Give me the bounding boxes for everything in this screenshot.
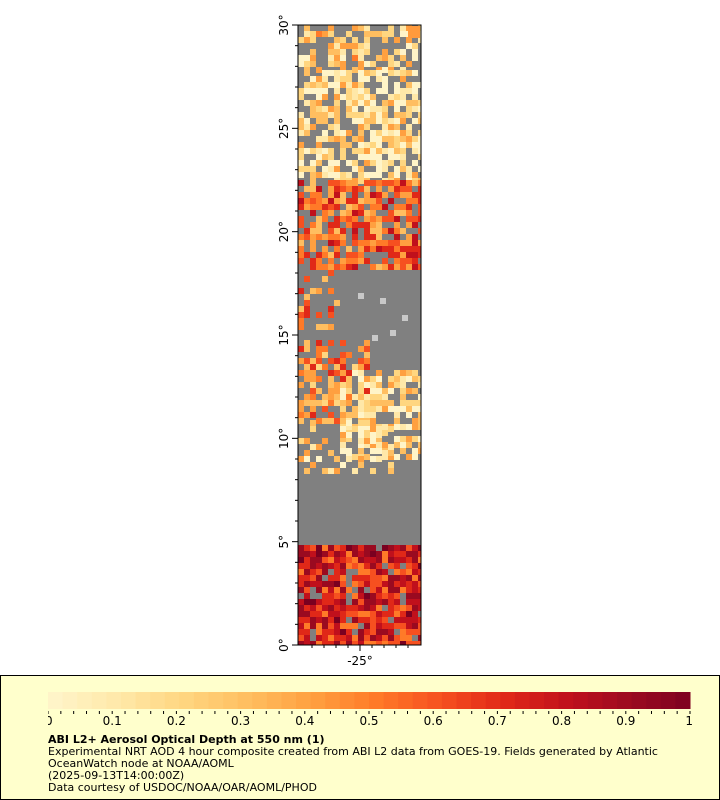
aod-map <box>298 25 421 645</box>
colorbar-tick-label: 1 <box>685 714 693 728</box>
lat-tick-label: 15° <box>277 324 291 345</box>
colorbar-swatch <box>558 692 574 709</box>
lat-tick-label: 5° <box>277 535 291 549</box>
colorbar-swatch <box>310 692 326 709</box>
colorbar-swatch <box>660 692 676 709</box>
colorbar-tick-label: 0.6 <box>424 714 443 728</box>
lat-tick-label: 10° <box>277 428 291 449</box>
colorbar-swatch <box>427 692 443 709</box>
light-patch <box>390 330 396 336</box>
colorbar-swatch <box>135 692 151 709</box>
colorbar-swatch <box>529 692 545 709</box>
colorbar-tick-label: 0 <box>48 714 53 728</box>
legend-panel: 0 0.1 0.2 0.3 0.4 0.5 0.6 0.7 0.8 0.9 1 ABI L2+ Ae… <box>0 675 720 800</box>
colorbar-swatch <box>398 692 414 709</box>
colorbar-swatch <box>471 692 487 709</box>
colorbar-swatch <box>617 692 633 709</box>
latitude-axis: 0° 5° 10° 15° 20° 25° 30° <box>277 14 298 652</box>
colorbar-swatch <box>91 692 107 709</box>
map-figure: 0° 5° 10° 15° 20° 25° 30° -25° <box>277 14 422 668</box>
corner-patch <box>408 26 420 38</box>
colorbar-swatch <box>281 692 297 709</box>
lat-tick-label: 0° <box>277 638 291 652</box>
colorbar-swatch <box>500 692 516 709</box>
colorbar-swatch <box>252 692 268 709</box>
colorbar-swatch <box>456 692 472 709</box>
colorbar-swatch <box>485 692 501 709</box>
colorbar-swatch <box>62 692 78 709</box>
colorbar-swatch <box>675 692 691 709</box>
colorbar-swatch <box>179 692 195 709</box>
colorbar-tick-label: 0.3 <box>231 714 250 728</box>
lat-tick-label: 25° <box>277 118 291 139</box>
colorbar-tick-label: 0.7 <box>488 714 507 728</box>
colorbar-swatch <box>266 692 282 709</box>
colorbar-swatch <box>164 692 180 709</box>
caption-title: ABI L2+ Aerosol Optical Depth at 550 nm … <box>48 733 325 746</box>
colorbar-tick-label: 0.1 <box>103 714 122 728</box>
colorbar-swatch <box>150 692 166 709</box>
lat-tick-label: 20° <box>277 221 291 242</box>
colorbar-swatch <box>48 692 64 709</box>
colorbar-swatch <box>544 692 560 709</box>
colorbar-swatch <box>573 692 589 709</box>
light-patch <box>380 298 386 304</box>
colorbar-swatch <box>106 692 122 709</box>
light-patch <box>372 335 378 341</box>
colorbar-swatch <box>602 692 618 709</box>
colorbar-swatch <box>223 692 239 709</box>
light-patch <box>358 293 364 299</box>
colorbar-swatch <box>383 692 399 709</box>
colorbar-tick-label: 0.5 <box>359 714 378 728</box>
colorbar-tick-label: 0.4 <box>295 714 314 728</box>
caption-credit: Data courtesy of USDOC/NOAA/OAR/AOML/PHO… <box>48 781 317 794</box>
caption-timestamp: (2025-09-13T14:00:00Z) <box>48 769 185 782</box>
colorbar-tick-label: 0.2 <box>167 714 186 728</box>
colorbar-swatch <box>77 692 93 709</box>
longitude-axis: -25° <box>311 645 409 668</box>
aod-pixels <box>298 25 421 645</box>
colorbar-swatch <box>631 692 647 709</box>
lat-tick-label: 30° <box>277 14 291 35</box>
colorbar-swatch <box>120 692 137 709</box>
colorbar-swatch <box>339 692 355 709</box>
colorbar-swatch <box>208 692 224 709</box>
light-patch <box>402 315 408 321</box>
colorbar-swatch <box>325 692 341 709</box>
colorbar: 0 0.1 0.2 0.3 0.4 0.5 0.6 0.7 0.8 0.9 1 <box>48 692 693 728</box>
colorbar-swatch <box>514 692 530 709</box>
colorbar-swatch <box>441 692 458 709</box>
colorbar-swatch <box>412 692 428 709</box>
colorbar-tick-label: 0.8 <box>552 714 571 728</box>
colorbar-swatch <box>193 692 209 709</box>
colorbar-tick-label: 0.9 <box>616 714 635 728</box>
caption-description: Experimental NRT AOD 4 hour composite cr… <box>48 745 658 770</box>
colorbar-swatch <box>587 692 603 709</box>
colorbar-swatch <box>237 692 253 709</box>
lon-tick-label: -25° <box>347 654 373 668</box>
colorbar-swatch <box>646 692 662 709</box>
colorbar-swatch <box>354 692 370 709</box>
colorbar-swatch <box>296 692 312 709</box>
colorbar-swatch <box>369 692 385 709</box>
